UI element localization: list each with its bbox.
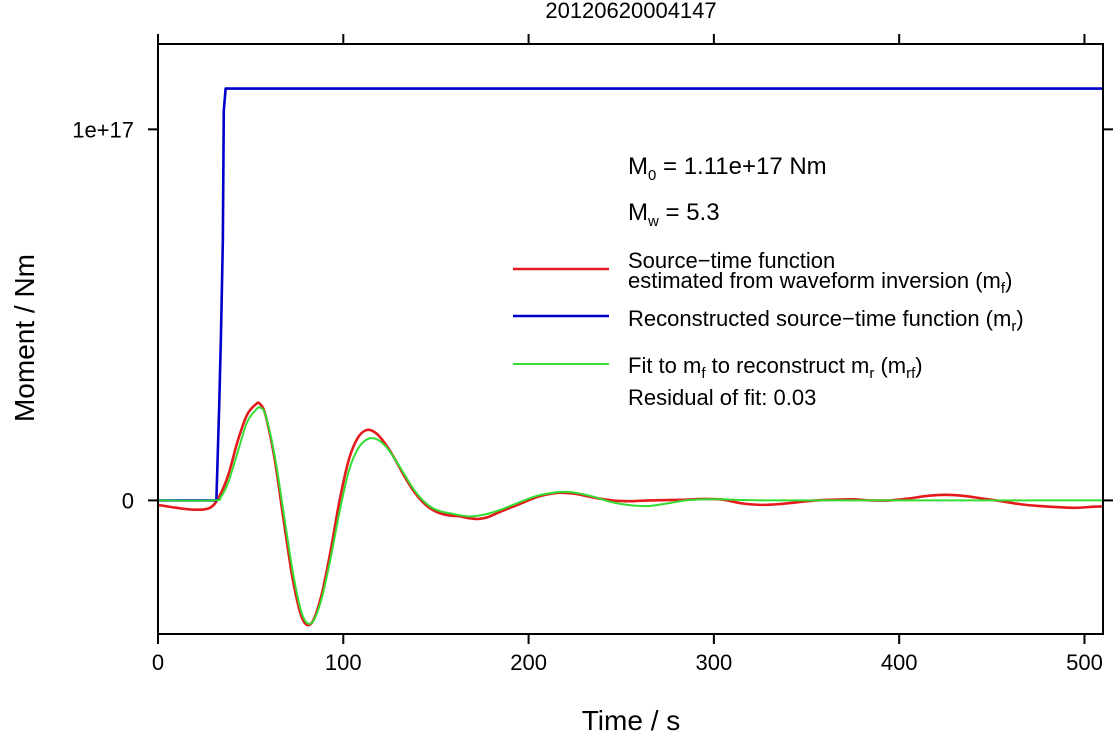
legend-green-s3: rf: [906, 365, 916, 382]
x-axis-title: Time / s: [582, 705, 681, 734]
mw-sub: w: [647, 213, 659, 230]
y-axis-title: Moment / Nm: [9, 254, 40, 422]
x-tick-label: 200: [510, 650, 547, 675]
m0-annotation: M0 = 1.11e+17 Nm: [628, 153, 827, 184]
mw-prefix: M: [628, 199, 648, 226]
legend-green-s1: f: [701, 365, 706, 382]
chart-title: 20120620004147: [545, 0, 716, 23]
m0-prefix: M: [628, 153, 648, 180]
x-tick-label: 100: [325, 650, 362, 675]
legend-green-tail: ): [915, 353, 922, 378]
x-tick-label: 400: [881, 650, 918, 675]
x-tick-label: 0: [152, 650, 164, 675]
legend-entry-blue: Reconstructed source−time function (mr): [628, 306, 1024, 335]
legend-blue-text: Reconstructed source−time function (m: [628, 306, 1011, 331]
legend-red-tail: ): [1005, 268, 1012, 293]
mw-annotation: Mw = 5.3: [628, 199, 720, 230]
legend: Source−time function estimated from wave…: [513, 248, 1024, 410]
legend-red-text: estimated from waveform inversion (m: [628, 268, 1001, 293]
legend-entry-red-line1: Source−time function: [628, 248, 835, 273]
legend-green-t1: Fit to m: [628, 353, 701, 378]
x-tick-label: 300: [696, 650, 733, 675]
legend-entry-red-line2: estimated from waveform inversion (mf): [628, 268, 1012, 297]
m0-text: = 1.11e+17 Nm: [656, 153, 826, 180]
x-axis-ticks: 0 100 200 300 400 500: [152, 34, 1103, 675]
y-axis-ticks: 0 1e+17: [72, 117, 1113, 513]
y-tick-label: 0: [122, 488, 134, 513]
plot-frame: [157, 43, 1104, 635]
legend-red-sub: f: [1001, 280, 1006, 297]
mw-text: = 5.3: [659, 199, 720, 226]
legend-blue-tail: ): [1016, 306, 1023, 331]
legend-green-t3: (m: [874, 353, 906, 378]
residual-annotation: Residual of fit: 0.03: [628, 385, 816, 410]
series-red-line: [159, 401, 1102, 627]
series-blue-line: [159, 87, 1102, 502]
legend-entry-green: Fit to mf to reconstruct mr (mrf): [628, 353, 923, 382]
series-green-line: [159, 406, 1102, 625]
legend-green-t2: to reconstruct m: [706, 353, 870, 378]
x-tick-label: 500: [1066, 650, 1103, 675]
legend-green-s2: r: [869, 365, 874, 382]
m0-sub: 0: [648, 167, 656, 184]
legend-blue-sub: r: [1011, 318, 1016, 335]
series-group: [159, 87, 1102, 627]
y-tick-label: 1e+17: [72, 117, 134, 142]
